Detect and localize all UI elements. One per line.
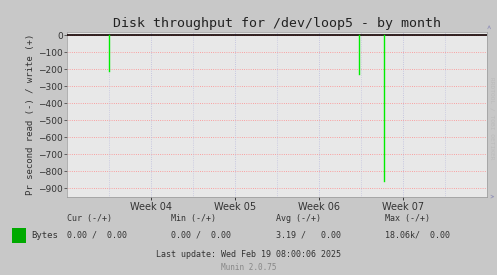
Text: Min (-/+): Min (-/+) — [171, 214, 217, 223]
Text: 3.19 /   0.00: 3.19 / 0.00 — [276, 231, 341, 240]
Text: Max (-/+): Max (-/+) — [385, 214, 430, 223]
Text: RRDTOOL / TOBI OETIKER: RRDTOOL / TOBI OETIKER — [490, 77, 495, 160]
Text: Avg (-/+): Avg (-/+) — [276, 214, 321, 223]
Title: Disk throughput for /dev/loop5 - by month: Disk throughput for /dev/loop5 - by mont… — [113, 17, 441, 31]
Text: 0.00 /  0.00: 0.00 / 0.00 — [171, 231, 232, 240]
Y-axis label: Pr second read (-) / write (+): Pr second read (-) / write (+) — [26, 34, 35, 195]
Text: Last update: Wed Feb 19 08:00:06 2025: Last update: Wed Feb 19 08:00:06 2025 — [156, 250, 341, 259]
Text: 0.00 /  0.00: 0.00 / 0.00 — [67, 231, 127, 240]
Text: 18.06k/  0.00: 18.06k/ 0.00 — [385, 231, 450, 240]
Text: Cur (-/+): Cur (-/+) — [67, 214, 112, 223]
Text: Bytes: Bytes — [31, 231, 58, 240]
Text: Munin 2.0.75: Munin 2.0.75 — [221, 263, 276, 272]
